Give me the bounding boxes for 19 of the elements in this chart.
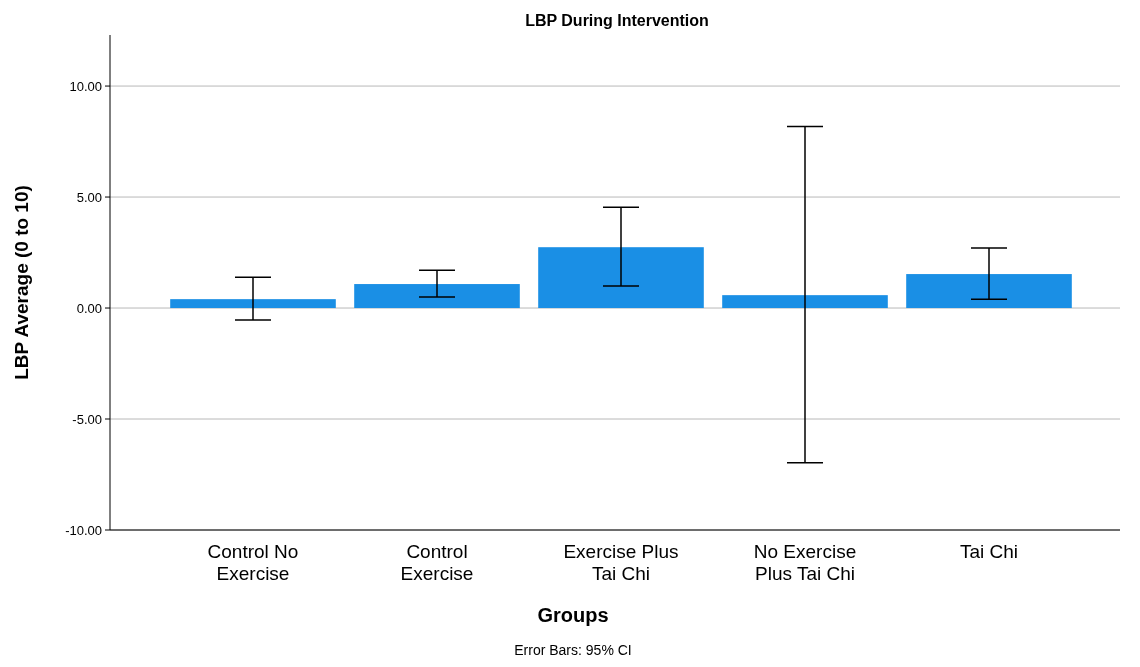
x-tick-label: Control Exercise: [400, 541, 474, 584]
bar: [354, 284, 520, 309]
x-tick-label: Tai Chi: [959, 541, 1019, 562]
bar: [906, 274, 1072, 309]
bar: [722, 295, 888, 309]
y-tick-label: -5.00: [72, 411, 102, 427]
y-tick-label: 10.00: [69, 78, 102, 94]
x-tick-label: Exercise Plus Tai Chi: [563, 541, 679, 584]
y-tick-label: 0.00: [76, 300, 102, 316]
y-axis-title: LBP Average (0 to 10): [11, 185, 32, 380]
y-tick-label: 5.00: [76, 189, 102, 205]
x-tick-label: No Exercise Plus Tai Chi: [753, 541, 857, 584]
x-tick-label: Control No Exercise: [207, 541, 299, 584]
bar: [538, 247, 704, 309]
text: Error Bars: 95% CI: [514, 642, 632, 658]
chart-title: LBP During Intervention: [525, 12, 709, 29]
y-tick-label: -10.00: [65, 522, 102, 538]
bar: [170, 299, 336, 309]
x-axis-title: Groups: [537, 604, 609, 626]
